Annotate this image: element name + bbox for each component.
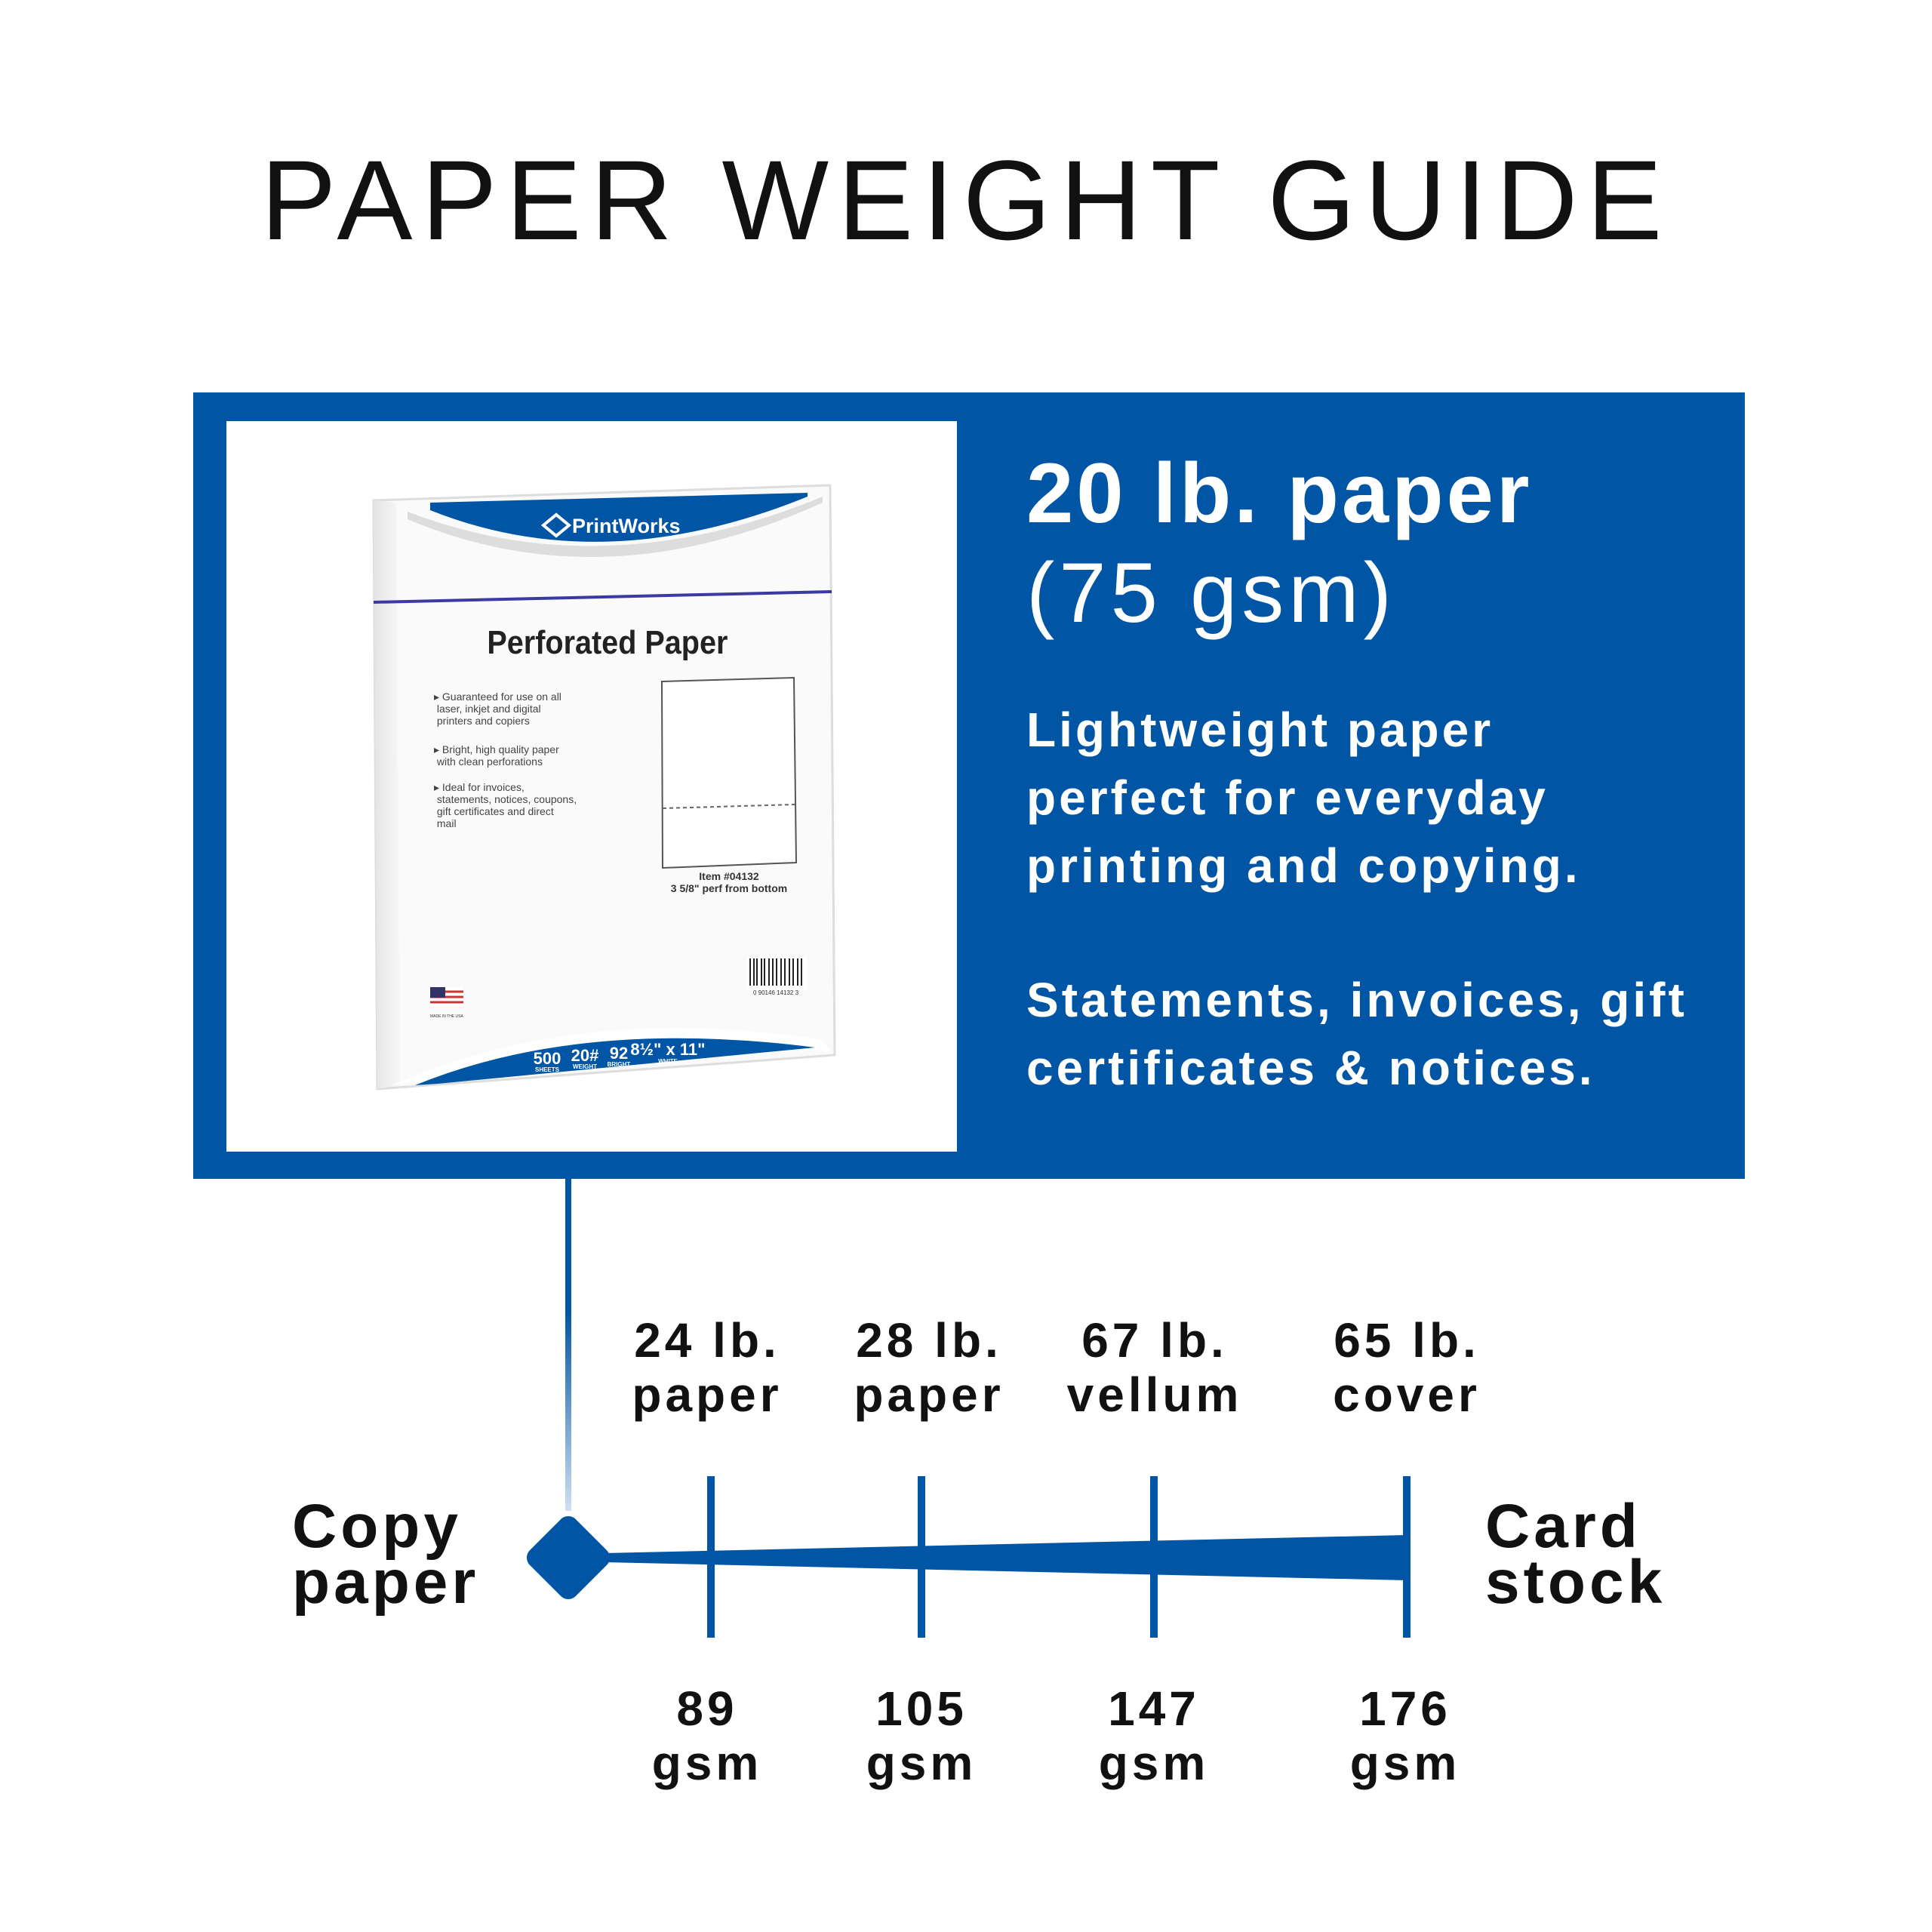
svg-text:3 5/8" perf from bottom: 3 5/8" perf from bottom bbox=[671, 882, 787, 894]
label-line: gsm bbox=[1349, 1736, 1461, 1790]
mark-top-label: 65 lb. cover bbox=[1294, 1313, 1520, 1422]
scale-start-label: Copy paper bbox=[292, 1492, 480, 1617]
tick-67lb bbox=[1150, 1476, 1158, 1638]
label-line: 89 bbox=[676, 1681, 738, 1736]
barcode: 0 90146 14132 3 bbox=[747, 957, 808, 996]
spec-strip: 500 SHEETS 20# WEIGHT 92 BRIGHT 8½" x 11… bbox=[534, 1040, 706, 1073]
label-line: 147 bbox=[1108, 1681, 1200, 1736]
feature-weight: 20 lb. paper bbox=[1026, 446, 1533, 540]
feature-gsm: (75 gsm) bbox=[1026, 546, 1396, 640]
usa-flag-icon: MADE IN THE USA bbox=[430, 987, 463, 1019]
connector-line bbox=[565, 1179, 571, 1511]
label-line: 105 bbox=[875, 1681, 968, 1736]
label-line: 24 lb. bbox=[634, 1313, 780, 1367]
current-weight-marker bbox=[526, 1515, 611, 1600]
printworks-logo: PrintWorks bbox=[540, 512, 681, 538]
tick-24lb bbox=[707, 1476, 715, 1638]
scale-end-label: Card stock bbox=[1485, 1492, 1666, 1617]
label-line: Card bbox=[1485, 1492, 1641, 1561]
mark-top-label: 24 lb. paper bbox=[594, 1313, 820, 1422]
mark-bottom-label: 105 gsm bbox=[808, 1681, 1035, 1790]
product-name: Perforated Paper bbox=[487, 623, 728, 660]
feature-description: Lightweight paper perfect for everyday p… bbox=[1026, 703, 1581, 893]
svg-text:WEIGHT: WEIGHT bbox=[573, 1063, 597, 1070]
label-line: paper bbox=[292, 1548, 480, 1617]
label-line: 65 lb. bbox=[1334, 1313, 1480, 1367]
label-line: paper bbox=[632, 1367, 783, 1422]
svg-text:BRIGHT: BRIGHT bbox=[608, 1061, 631, 1068]
scale-bar bbox=[604, 1535, 1407, 1580]
label-line: Copy bbox=[292, 1492, 462, 1561]
svg-text:Item #04132: Item #04132 bbox=[699, 870, 759, 882]
mark-bottom-label: 89 gsm bbox=[594, 1681, 820, 1790]
svg-text:MADE IN THE USA: MADE IN THE USA bbox=[430, 1014, 463, 1019]
svg-text:500: 500 bbox=[534, 1049, 561, 1068]
page-title: PAPER WEIGHT GUIDE bbox=[260, 137, 1672, 263]
label-line: cover bbox=[1333, 1367, 1481, 1422]
feature-uses: Statements, invoices, gift certificates … bbox=[1026, 973, 1687, 1095]
svg-text:8½" x 11": 8½" x 11" bbox=[630, 1040, 705, 1059]
paper-ream-illustration: PrintWorks Perforated Paper ▸ Guaranteed… bbox=[372, 484, 836, 1091]
label-line: stock bbox=[1485, 1548, 1666, 1617]
svg-text:20#: 20# bbox=[571, 1046, 599, 1065]
mark-top-label: 28 lb. paper bbox=[816, 1313, 1042, 1422]
mark-top-label: 67 lb. vellum bbox=[1041, 1313, 1268, 1422]
tick-65lb bbox=[1403, 1476, 1411, 1638]
tick-28lb bbox=[918, 1476, 925, 1638]
label-line: gsm bbox=[651, 1736, 763, 1790]
mark-bottom-label: 147 gsm bbox=[1041, 1681, 1267, 1790]
mark-bottom-label: 176 gsm bbox=[1292, 1681, 1518, 1790]
svg-text:SHEETS: SHEETS bbox=[535, 1066, 560, 1073]
label-line: 28 lb. bbox=[856, 1313, 1002, 1367]
svg-text:92: 92 bbox=[610, 1044, 628, 1063]
product-image: PrintWorks Perforated Paper ▸ Guaranteed… bbox=[226, 421, 957, 1152]
product-bullet: ▸ Ideal for invoices, statements, notice… bbox=[434, 781, 577, 829]
product-bullet: ▸ Bright, high quality paper with clean … bbox=[434, 743, 559, 768]
svg-text:PrintWorks: PrintWorks bbox=[572, 515, 681, 537]
product-bullet: ▸ Guaranteed for use on all laser, inkje… bbox=[434, 691, 561, 727]
label-line: 176 bbox=[1359, 1681, 1451, 1736]
svg-text:WHITE: WHITE bbox=[658, 1058, 678, 1065]
svg-text:0 90146 14132 3: 0 90146 14132 3 bbox=[753, 989, 799, 996]
label-line: vellum bbox=[1066, 1367, 1243, 1422]
label-line: paper bbox=[854, 1367, 1004, 1422]
label-line: 67 lb. bbox=[1081, 1313, 1228, 1367]
label-line: gsm bbox=[866, 1736, 977, 1790]
label-line: gsm bbox=[1098, 1736, 1210, 1790]
